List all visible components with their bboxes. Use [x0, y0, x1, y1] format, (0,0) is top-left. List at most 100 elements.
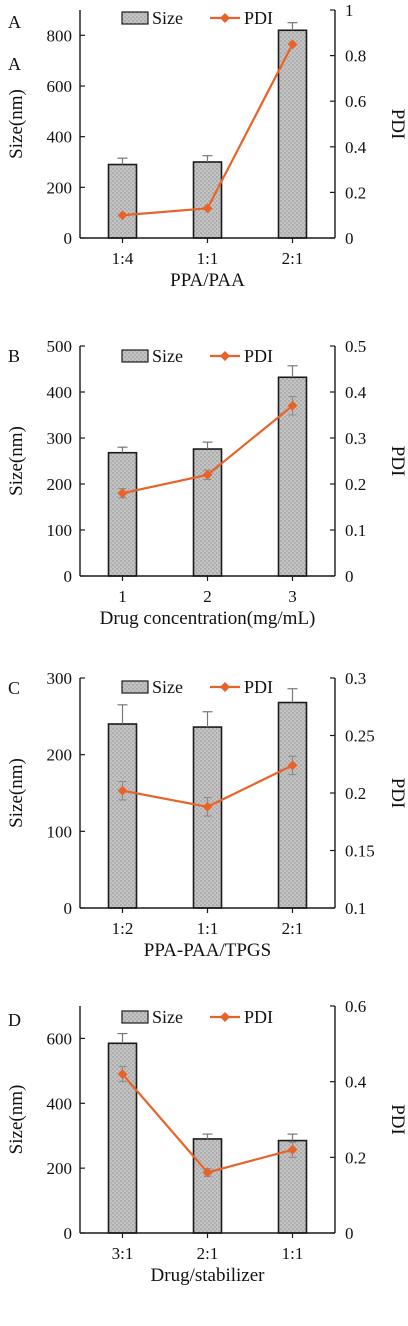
left-tick-label: 800	[47, 26, 73, 45]
legend-pdi-marker	[220, 1012, 230, 1022]
y2-axis-title: PDI	[387, 1104, 408, 1135]
right-tick-label: 0.25	[345, 727, 375, 746]
right-tick-label: 0.2	[345, 784, 366, 803]
x-tick-label: 2	[203, 587, 212, 606]
size-bar-1	[107, 163, 138, 239]
y-axis-title: Size(nm)	[6, 1085, 27, 1155]
legend-pdi-label: PDI	[244, 1007, 273, 1027]
left-tick-label: 300	[47, 669, 73, 688]
pdi-point-1	[117, 210, 128, 221]
pdi-point-1	[117, 488, 128, 499]
legend-size-label: Size	[152, 1007, 183, 1027]
legend-size-label: Size	[152, 677, 183, 697]
pdi-point-3	[287, 39, 298, 50]
left-tick-label: 200	[47, 475, 73, 494]
x-tick-label: 1:1	[197, 249, 219, 268]
right-tick-label: 0.1	[345, 521, 366, 540]
pdi-point-2	[202, 469, 213, 480]
y-axis-title: Size(nm)	[6, 89, 27, 159]
legend-size-swatch	[121, 680, 149, 694]
pdi-point-1	[117, 1069, 128, 1080]
right-tick-label: 0	[345, 229, 354, 248]
size-bar-1	[107, 451, 138, 577]
right-tick-label: 0.2	[345, 475, 366, 494]
x-tick-label: 1:1	[197, 919, 219, 938]
legend-size-label: Size	[152, 346, 183, 366]
right-tick-label: 0.6	[345, 92, 366, 111]
pdi-point-1	[117, 785, 128, 796]
panel-label: B	[8, 346, 20, 366]
pdi-point-2	[202, 801, 213, 812]
legend-pdi-marker	[220, 13, 230, 23]
right-tick-label: 0.4	[345, 383, 367, 402]
panel-label: C	[8, 678, 20, 698]
right-tick-label: 0	[345, 567, 354, 586]
panel-B: 0 100 200 300 400 500 0 0.1 0.2 0.3 0.4 0.5 1 2 3 Drug …	[6, 337, 408, 629]
size-bar-2	[192, 161, 223, 239]
right-tick-label: 1	[345, 1, 354, 20]
left-tick-label: 400	[47, 128, 73, 147]
pdi-point-3	[287, 1144, 298, 1155]
size-bar-3	[277, 701, 308, 909]
size-bar-3	[277, 29, 308, 239]
x-tick-label: 2:1	[197, 1244, 219, 1263]
panel-label: D	[8, 1010, 21, 1030]
right-tick-label: 0.3	[345, 429, 366, 448]
left-tick-label: 100	[47, 822, 73, 841]
left-tick-label: 0	[64, 567, 73, 586]
left-tick-label: 200	[47, 1159, 73, 1178]
x-tick-label: 1:2	[112, 919, 134, 938]
x-tick-label: 1:4	[112, 249, 134, 268]
y-axis-title: Size(nm)	[6, 758, 27, 828]
x-tick-label: 1	[118, 587, 127, 606]
legend-pdi-label: PDI	[244, 677, 273, 697]
y2-axis-title: PDI	[387, 109, 408, 140]
right-tick-label: 0.8	[345, 47, 366, 66]
y2-axis-title: PDI	[387, 778, 408, 809]
right-tick-label: 0.4	[345, 1073, 367, 1092]
x-axis-title: PPA/PAA	[170, 270, 245, 291]
x-tick-label: 2:1	[282, 919, 304, 938]
legend-pdi-marker	[220, 682, 230, 692]
x-tick-label: 3:1	[112, 1244, 134, 1263]
left-tick-label: 0	[64, 899, 73, 918]
left-tick-label: 600	[47, 77, 73, 96]
left-tick-label: 600	[47, 1029, 73, 1048]
y2-axis-title: PDI	[387, 446, 408, 477]
panel-A: 0 200 400 600 800 0 0.2 0.4 0.6 0.8 1 1:4 1:1 2:1 PPA/…	[6, 1, 408, 291]
x-tick-label: 1:1	[282, 1244, 304, 1263]
right-tick-label: 0.2	[345, 183, 366, 202]
left-tick-label: 400	[47, 383, 73, 402]
pdi-point-3	[287, 400, 298, 411]
size-bar-2	[192, 1138, 223, 1234]
x-axis-title: Drug concentration(mg/mL)	[100, 608, 316, 629]
left-tick-label: 0	[64, 1224, 73, 1243]
size-bar-2	[192, 726, 223, 909]
pdi-point-3	[287, 760, 298, 771]
left-tick-label: 0	[64, 229, 73, 248]
left-tick-label: 300	[47, 429, 73, 448]
left-tick-label: 200	[47, 178, 73, 197]
right-tick-label: 0.1	[345, 899, 366, 918]
y-axis-title: Size(nm)	[6, 426, 27, 496]
panel-D: 0 200 400 600 0 0.2 0.4 0.6 3:1 2:1 1:1 Drug/stabil…	[6, 997, 408, 1286]
legend-pdi-label: PDI	[244, 346, 273, 366]
right-tick-label: 0.5	[345, 337, 366, 356]
pdi-point-2	[202, 1167, 213, 1178]
legend-size-swatch	[121, 11, 149, 25]
right-tick-label: 0.4	[345, 138, 367, 157]
left-tick-label: 400	[47, 1094, 73, 1113]
x-tick-label: 2:1	[282, 249, 304, 268]
legend-size-swatch	[121, 1010, 149, 1024]
right-tick-label: 0	[345, 1224, 354, 1243]
left-tick-label: 200	[47, 746, 73, 765]
left-tick-label: 100	[47, 521, 73, 540]
right-tick-label: 0.2	[345, 1148, 366, 1167]
legend-size-label: Size	[152, 8, 183, 28]
x-tick-label: 3	[288, 587, 297, 606]
left-tick-label: 500	[47, 337, 73, 356]
legend-pdi-marker	[220, 351, 230, 361]
right-tick-label: 0.15	[345, 842, 375, 861]
pdi-point-2	[202, 203, 213, 214]
